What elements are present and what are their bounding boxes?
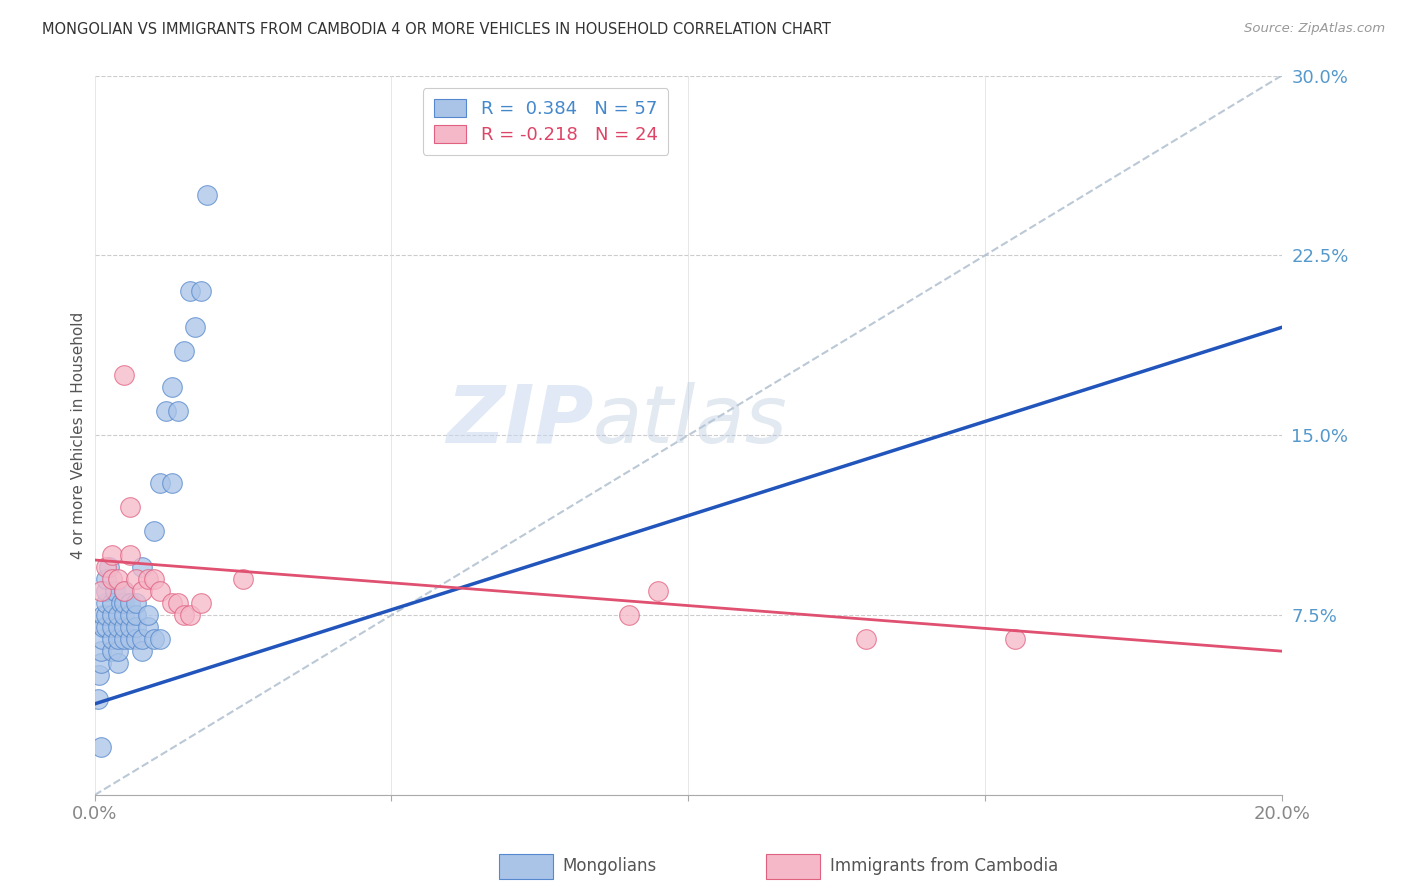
Point xyxy=(101,632,124,647)
Point xyxy=(98,560,121,574)
Point xyxy=(190,285,212,299)
Point xyxy=(96,572,118,586)
Point xyxy=(179,285,201,299)
Point xyxy=(104,584,127,599)
Point xyxy=(112,632,135,647)
Point xyxy=(120,620,142,634)
Point xyxy=(89,668,111,682)
Point xyxy=(184,320,207,334)
Point xyxy=(101,572,124,586)
Point xyxy=(107,620,129,634)
Point xyxy=(647,584,669,599)
Text: Source: ZipAtlas.com: Source: ZipAtlas.com xyxy=(1244,22,1385,36)
Point xyxy=(195,188,218,202)
Text: MONGOLIAN VS IMMIGRANTS FROM CAMBODIA 4 OR MORE VEHICLES IN HOUSEHOLD CORRELATIO: MONGOLIAN VS IMMIGRANTS FROM CAMBODIA 4 … xyxy=(42,22,831,37)
Point xyxy=(125,620,148,634)
Point xyxy=(112,608,135,623)
Text: Mongolians: Mongolians xyxy=(562,857,657,875)
Point xyxy=(112,584,135,599)
Point xyxy=(101,596,124,610)
Legend: R =  0.384   N = 57, R = -0.218   N = 24: R = 0.384 N = 57, R = -0.218 N = 24 xyxy=(423,88,668,155)
Point xyxy=(136,572,159,586)
Point xyxy=(131,644,153,658)
Point xyxy=(160,596,183,610)
Point xyxy=(107,608,129,623)
Text: atlas: atlas xyxy=(593,382,787,460)
Text: ZIP: ZIP xyxy=(446,382,593,460)
Point xyxy=(120,596,142,610)
Point xyxy=(173,344,195,359)
Point xyxy=(131,560,153,574)
Point xyxy=(107,572,129,586)
Point xyxy=(232,572,254,586)
Point xyxy=(149,584,172,599)
Point xyxy=(166,596,188,610)
Point xyxy=(96,608,118,623)
Point xyxy=(101,548,124,562)
Point xyxy=(110,596,132,610)
Point xyxy=(89,644,111,658)
Point xyxy=(96,620,118,634)
Point xyxy=(617,608,640,623)
Point xyxy=(89,656,111,670)
Point xyxy=(120,500,142,515)
Point xyxy=(120,632,142,647)
Point xyxy=(125,596,148,610)
Point xyxy=(96,560,118,574)
Point xyxy=(107,656,129,670)
Point xyxy=(112,584,135,599)
Point xyxy=(89,584,111,599)
Point xyxy=(96,584,118,599)
Point xyxy=(112,596,135,610)
Point xyxy=(155,404,177,418)
Text: Immigrants from Cambodia: Immigrants from Cambodia xyxy=(830,857,1057,875)
Point xyxy=(86,692,108,706)
Point xyxy=(142,524,165,539)
Point xyxy=(142,572,165,586)
Point xyxy=(101,644,124,658)
Point xyxy=(120,548,142,562)
Point xyxy=(107,644,129,658)
Point xyxy=(160,476,183,491)
Point xyxy=(93,608,115,623)
Point xyxy=(136,608,159,623)
Point xyxy=(190,596,212,610)
Point xyxy=(131,632,153,647)
Point xyxy=(90,632,112,647)
Point xyxy=(93,620,115,634)
Point xyxy=(136,620,159,634)
Point xyxy=(101,620,124,634)
Y-axis label: 4 or more Vehicles in Household: 4 or more Vehicles in Household xyxy=(72,311,86,559)
Point xyxy=(112,620,135,634)
Point xyxy=(125,572,148,586)
Point xyxy=(96,596,118,610)
Point xyxy=(160,380,183,394)
Point xyxy=(149,632,172,647)
Point xyxy=(101,608,124,623)
Point xyxy=(107,632,129,647)
Point xyxy=(1004,632,1026,647)
Point xyxy=(131,584,153,599)
Point xyxy=(166,404,188,418)
Point xyxy=(120,608,142,623)
Point xyxy=(125,608,148,623)
Point xyxy=(112,368,135,383)
Point xyxy=(125,632,148,647)
Point xyxy=(173,608,195,623)
Point xyxy=(89,740,111,755)
Point xyxy=(142,632,165,647)
Point xyxy=(149,476,172,491)
Point xyxy=(855,632,877,647)
Point xyxy=(179,608,201,623)
